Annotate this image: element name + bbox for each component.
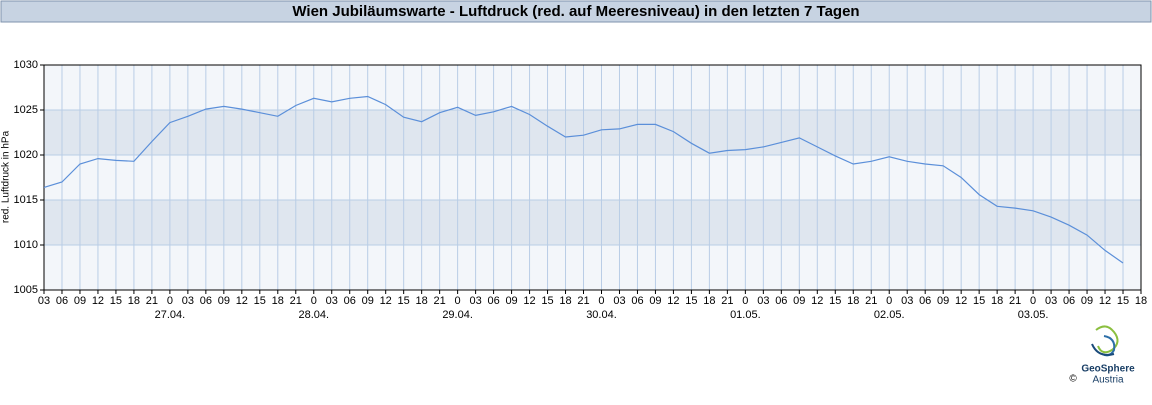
logo-swirl xyxy=(1095,325,1119,354)
y-tick-label: 1020 xyxy=(14,149,38,161)
grid-band xyxy=(44,155,1141,200)
date-label: 03.05. xyxy=(1018,309,1049,321)
x-tick-label: 21 xyxy=(146,295,158,307)
plot-frame xyxy=(43,64,1142,291)
x-tick-label: 21 xyxy=(434,295,446,307)
x-tick-label: 18 xyxy=(559,295,571,307)
x-tick-label: 12 xyxy=(523,295,535,307)
x-tick-label: 21 xyxy=(577,295,589,307)
x-tick-label: 18 xyxy=(1135,295,1147,307)
x-tick-label: 15 xyxy=(685,295,697,307)
x-tick-label: 09 xyxy=(649,295,661,307)
y-axis-label: red. Luftdruck in hPa xyxy=(1,130,12,223)
x-tick-label: 03 xyxy=(1045,295,1057,307)
x-tick-label: 18 xyxy=(991,295,1003,307)
x-tick-label: 06 xyxy=(1063,295,1075,307)
x-tick-label: 15 xyxy=(973,295,985,307)
x-tick-label: 03 xyxy=(326,295,338,307)
x-tick-label: 21 xyxy=(865,295,877,307)
x-tick-label: 0 xyxy=(1030,295,1036,307)
y-tick-label: 1030 xyxy=(14,59,38,71)
x-tick-label: 09 xyxy=(74,295,86,307)
x-tick-label: 0 xyxy=(311,295,317,307)
x-tick-label: 12 xyxy=(1099,295,1111,307)
x-tick-label: 06 xyxy=(56,295,68,307)
y-tick-label: 1010 xyxy=(14,239,38,251)
x-tick-label: 15 xyxy=(1117,295,1129,307)
x-tick-label: 18 xyxy=(703,295,715,307)
x-tick-label: 0 xyxy=(455,295,461,307)
x-tick-label: 09 xyxy=(505,295,517,307)
x-tick-label: 12 xyxy=(92,295,104,307)
x-tick-label: 06 xyxy=(919,295,931,307)
grid-band xyxy=(44,245,1141,290)
chart-title: Wien Jubiläumswarte - Luftdruck (red. au… xyxy=(292,3,859,20)
x-tick-label: 15 xyxy=(254,295,266,307)
x-tick-label: 06 xyxy=(200,295,212,307)
logo: GeoSphere © Austria xyxy=(1069,325,1135,386)
x-tick-label: 21 xyxy=(1009,295,1021,307)
x-tick-label: 21 xyxy=(721,295,733,307)
x-tick-label: 0 xyxy=(598,295,604,307)
x-tick-label: 09 xyxy=(218,295,230,307)
x-tick-label: 09 xyxy=(362,295,374,307)
x-tick-label: 15 xyxy=(829,295,841,307)
x-tick-label: 06 xyxy=(775,295,787,307)
y-tick-label: 1015 xyxy=(14,194,38,206)
x-tick-label: 09 xyxy=(793,295,805,307)
x-tick-label: 0 xyxy=(886,295,892,307)
x-tick-label: 18 xyxy=(847,295,859,307)
x-tick-label: 15 xyxy=(110,295,122,307)
x-tick-label: 03 xyxy=(38,295,50,307)
x-tick-label: 18 xyxy=(128,295,140,307)
logo-swirl xyxy=(1091,343,1115,356)
x-tick-label: 03 xyxy=(901,295,913,307)
data-line xyxy=(43,95,1124,264)
logo-name: GeoSphere xyxy=(1081,364,1135,375)
x-tick-label: 03 xyxy=(182,295,194,307)
x-tick-label: 21 xyxy=(290,295,302,307)
x-tick-label: 12 xyxy=(955,295,967,307)
date-label: 30.04. xyxy=(586,309,617,321)
y-tick-label: 1005 xyxy=(14,284,38,296)
date-label: 29.04. xyxy=(442,309,473,321)
x-tick-label: 09 xyxy=(937,295,949,307)
x-tick-label: 0 xyxy=(167,295,173,307)
x-tick-label: 06 xyxy=(631,295,643,307)
x-tick-label: 03 xyxy=(613,295,625,307)
x-tick-label: 03 xyxy=(469,295,481,307)
grid-band xyxy=(44,65,1141,110)
date-label: 27.04. xyxy=(155,309,186,321)
grid-band xyxy=(44,200,1141,245)
x-tick-label: 12 xyxy=(667,295,679,307)
title-bar xyxy=(0,0,1152,23)
logo-sub: Austria xyxy=(1092,375,1124,386)
date-label: 02.05. xyxy=(874,309,905,321)
x-tick-label: 12 xyxy=(380,295,392,307)
x-tick-label: 06 xyxy=(487,295,499,307)
y-tick-label: 1025 xyxy=(14,104,38,116)
x-tick-label: 12 xyxy=(236,295,248,307)
plot-area: 03 06 09 12 15 18 21 0 03 06 09 12 15 18 21 0 03 06 09 12 15… xyxy=(14,59,1148,321)
x-tick-label: 15 xyxy=(541,295,553,307)
x-tick-label: 09 xyxy=(1081,295,1093,307)
x-tick-label: 12 xyxy=(811,295,823,307)
x-tick-label: 06 xyxy=(344,295,356,307)
copyright: © xyxy=(1069,374,1077,385)
x-tick-label: 0 xyxy=(742,295,748,307)
x-tick-label: 18 xyxy=(416,295,428,307)
x-tick-label: 15 xyxy=(398,295,410,307)
date-label: 28.04. xyxy=(298,309,329,321)
x-tick-label: 18 xyxy=(272,295,284,307)
date-label: 01.05. xyxy=(730,309,761,321)
x-tick-label: 03 xyxy=(757,295,769,307)
